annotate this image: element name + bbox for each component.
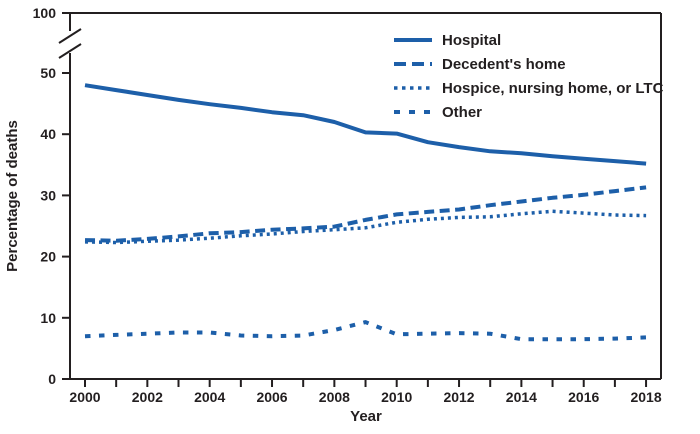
line-hospice-nursing-home-or-ltc: [84, 209, 647, 245]
y-tick-label-30: 30: [40, 187, 56, 203]
legend-item-decedent-s-home: Decedent's home: [394, 56, 566, 73]
legend-label-decedent-s-home: Decedent's home: [442, 56, 566, 73]
y-tick-label-40: 40: [40, 126, 56, 142]
data-series: [84, 83, 647, 342]
legend: Hospital Decedent's home Hospice, nursing …: [394, 32, 664, 121]
x-tick-label-2006: 2006: [256, 389, 287, 405]
axis-break-slash-upper: [58, 28, 82, 44]
legend-item-hospital: Hospital: [394, 32, 501, 49]
x-tick-label-2014: 2014: [506, 389, 537, 405]
legend-item-hospice-nursing-home-or-ltc: Hospice, nursing home, or LTC: [394, 80, 664, 97]
y-tick-label-10: 10: [40, 310, 56, 326]
x-tick-label-2000: 2000: [69, 389, 100, 405]
legend-label-hospital: Hospital: [442, 32, 501, 49]
y-axis-title: Percentage of deaths: [4, 120, 21, 272]
legend-label-hospice-nursing-home-or-ltc: Hospice, nursing home, or LTC: [442, 80, 664, 97]
line-other: [84, 320, 647, 342]
line-decedent-s-home: [84, 185, 647, 243]
x-tick-label-2008: 2008: [319, 389, 350, 405]
y-tick-label-100: 100: [33, 5, 57, 21]
x-tick-label-2012: 2012: [443, 389, 474, 405]
x-axis-title: Year: [350, 408, 382, 425]
x-tick-label-2002: 2002: [132, 389, 163, 405]
axis-break-slash-lower: [58, 43, 82, 59]
line-hospital: [84, 83, 647, 166]
x-tick-label-2018: 2018: [630, 389, 661, 405]
x-tick-label-2010: 2010: [381, 389, 412, 405]
legend-label-other: Other: [442, 104, 482, 121]
x-tick-label-2004: 2004: [194, 389, 225, 405]
y-tick-label-50: 50: [40, 65, 56, 81]
y-tick-label-20: 20: [40, 249, 56, 265]
y-tick-label-0: 0: [48, 371, 56, 387]
x-tick-label-2016: 2016: [568, 389, 599, 405]
axis-ticks: 0 10 20 30 40 50 100 2000 2002 2004 2006 2008 2010 20…: [33, 5, 662, 405]
plot-frame: [58, 12, 662, 380]
legend-item-other: Other: [394, 104, 482, 121]
